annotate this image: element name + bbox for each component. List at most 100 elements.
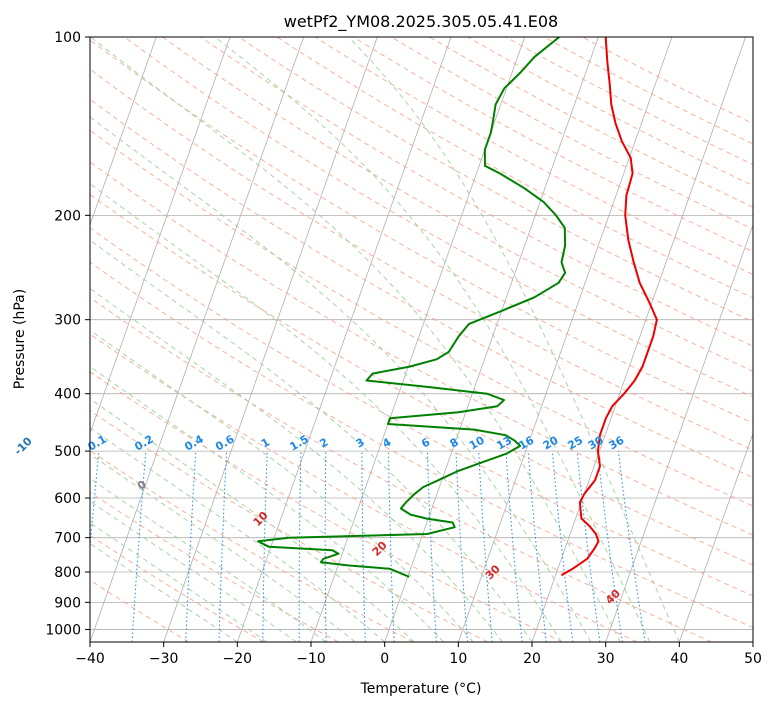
dry-adiabat-line bbox=[90, 193, 753, 566]
isopleth-labels: 0.10.20.40.611.52346810131620253036-100-… bbox=[12, 432, 627, 607]
dry-adiabat-line bbox=[90, 409, 488, 642]
y-axis-label: Pressure (hPa) bbox=[12, 289, 28, 389]
temperature-profile-line bbox=[561, 37, 658, 577]
moist-adiabat-line bbox=[90, 453, 356, 642]
dry-adiabat-line bbox=[582, 37, 753, 125]
mixing-ratio-label: 1.5 bbox=[288, 433, 311, 454]
mixing-ratio-label: 0.2 bbox=[132, 433, 155, 454]
mixing-ratio-label: 20 bbox=[541, 433, 561, 452]
moist-adiabat-line bbox=[90, 329, 474, 642]
moist-adiabat-line bbox=[90, 183, 562, 642]
moist-adiabat-line bbox=[90, 477, 326, 642]
x-tick-label: 50 bbox=[744, 651, 762, 667]
x-tick-label: −30 bbox=[149, 651, 179, 667]
mixing-ratio-label: 1 bbox=[259, 436, 272, 451]
isotherm-line bbox=[90, 37, 231, 435]
x-tick-label: −40 bbox=[75, 651, 105, 667]
dry-adiabat-label: -10 bbox=[12, 434, 35, 457]
mixing-ratio-label: 0.6 bbox=[213, 432, 237, 453]
dry-adiabat-line bbox=[90, 450, 414, 642]
dry-adiabat-line bbox=[200, 37, 753, 347]
dewpoint-profile-line bbox=[257, 37, 567, 578]
mixing-ratio-label: 0.4 bbox=[182, 432, 206, 453]
y-tick-label: 500 bbox=[54, 444, 81, 460]
background-grid bbox=[90, 37, 753, 642]
y-tick-label: 100 bbox=[54, 30, 81, 46]
y-tick-label: 200 bbox=[54, 208, 81, 224]
y-axis: 100 200 300 400 500 600 700 800 900 1000 bbox=[45, 30, 90, 638]
moist-adiabat-line bbox=[90, 37, 621, 642]
mixing-ratio-line bbox=[388, 451, 395, 642]
mixing-ratio-line bbox=[455, 451, 468, 642]
mixing-ratio-label: 4 bbox=[380, 435, 393, 450]
dry-adiabat-line bbox=[238, 37, 753, 323]
isotherm-line bbox=[384, 37, 599, 642]
dry-adiabat-line bbox=[90, 534, 264, 642]
dry-adiabat-line bbox=[90, 98, 753, 479]
y-tick-label: 700 bbox=[54, 531, 81, 547]
mixing-ratio-line bbox=[576, 451, 601, 642]
dry-adiabat-line bbox=[90, 579, 190, 642]
moist-adiabat-line bbox=[348, 37, 680, 642]
isotherm-line bbox=[90, 37, 305, 642]
mixing-ratio-line bbox=[551, 451, 574, 642]
mixing-ratio-line bbox=[617, 451, 646, 642]
dry-adiabat-line bbox=[314, 37, 753, 275]
dry-adiabat-line bbox=[90, 39, 753, 424]
x-axis: −40 −30 −20 −10 0 10 20 30 40 50 bbox=[75, 642, 762, 667]
moist-adiabat-line bbox=[90, 398, 415, 642]
moist-adiabat-line bbox=[90, 500, 297, 642]
mixing-ratio-label: 2 bbox=[317, 436, 330, 451]
y-tick-label: 300 bbox=[54, 313, 81, 329]
isotherm-line bbox=[90, 37, 157, 226]
moist-adiabat-line bbox=[90, 365, 444, 642]
isotherm-line bbox=[531, 37, 747, 642]
dry-adiabat-line bbox=[90, 333, 638, 642]
isotherm-line bbox=[752, 640, 753, 642]
moist-adiabat-line bbox=[90, 287, 503, 642]
dry-adiabat-line bbox=[276, 37, 753, 299]
dry-adiabat-line bbox=[505, 37, 753, 166]
moist-adiabat-line bbox=[90, 239, 533, 642]
y-tick-label: 600 bbox=[54, 491, 81, 507]
dry-adiabat-line bbox=[467, 37, 753, 187]
mixing-ratio-line bbox=[90, 451, 100, 553]
isotherm-line bbox=[457, 37, 673, 642]
mixing-ratio-line bbox=[527, 451, 547, 642]
mixing-ratio-label: 36 bbox=[607, 433, 627, 452]
dry-adiabat-line bbox=[162, 37, 753, 372]
isotherm-line bbox=[236, 37, 452, 642]
isotherm-line bbox=[163, 37, 378, 642]
mixing-ratio-line bbox=[478, 451, 493, 642]
dry-adiabat-label: 20 bbox=[370, 539, 390, 559]
x-tick-label: 0 bbox=[380, 651, 389, 667]
dry-adiabat-label: 40 bbox=[603, 587, 623, 607]
mixing-ratio-label: 25 bbox=[565, 434, 585, 453]
mixing-ratio-label: 16 bbox=[516, 433, 536, 452]
dry-adiabat-line bbox=[90, 491, 339, 642]
moist-adiabat-line bbox=[214, 37, 651, 642]
x-tick-label: −20 bbox=[223, 651, 253, 667]
dry-adiabat-line bbox=[429, 37, 753, 208]
dry-adiabat-label: 10 bbox=[251, 509, 271, 529]
isotherm-line bbox=[605, 223, 753, 642]
chart-title: wetPf2_YM08.2025.305.05.41.E08 bbox=[284, 12, 558, 32]
x-tick-label: 20 bbox=[523, 651, 541, 667]
x-tick-label: 30 bbox=[597, 651, 615, 667]
x-tick-label: 10 bbox=[449, 651, 467, 667]
x-tick-label: −10 bbox=[296, 651, 326, 667]
isotherm-line bbox=[678, 432, 753, 642]
plot-frame bbox=[89, 36, 754, 643]
dry-adiabat-line bbox=[90, 261, 753, 629]
profile-series bbox=[257, 37, 658, 578]
mixing-ratio-line bbox=[505, 451, 523, 642]
dry-adiabat-line bbox=[90, 129, 753, 507]
dry-adiabat-line bbox=[90, 161, 753, 536]
y-tick-label: 900 bbox=[54, 595, 81, 611]
dry-adiabat-line bbox=[90, 227, 753, 597]
mixing-ratio-label: 6 bbox=[419, 435, 432, 450]
moist-adiabat-line bbox=[90, 116, 592, 642]
x-axis-label: Temperature (°C) bbox=[360, 681, 482, 697]
dry-adiabat-line bbox=[90, 297, 712, 642]
